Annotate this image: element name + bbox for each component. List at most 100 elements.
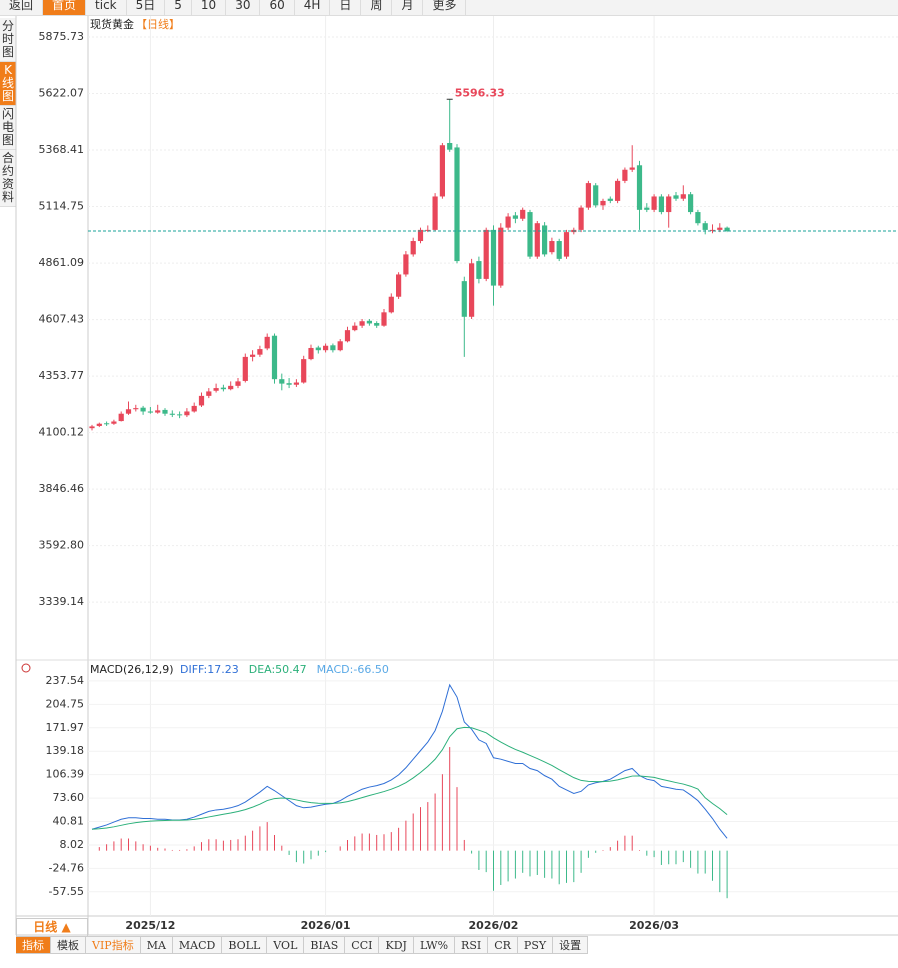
toolbar-button[interactable]: 5日 (127, 0, 166, 15)
side-tab[interactable]: K线图 (0, 62, 16, 106)
candle-body (191, 405, 197, 412)
indicator-tab[interactable]: KDJ (379, 936, 414, 954)
toolbar-button[interactable]: 返回 (0, 0, 44, 15)
indicator-tab[interactable]: LW% (413, 936, 456, 954)
toolbar-button[interactable]: 更多 (423, 0, 467, 15)
candle-body (308, 347, 314, 360)
candle-body (607, 198, 613, 201)
toolbar-button[interactable]: 周 (361, 0, 393, 15)
candle-body (498, 227, 504, 286)
toolbar-button[interactable]: 首页 (43, 0, 87, 15)
side-tab[interactable]: 闪电图 (0, 106, 16, 150)
candle-body (147, 411, 153, 413)
y-tick-label: 3339.14 (39, 595, 85, 608)
candle-body (490, 229, 497, 286)
indicator-tab[interactable]: 指标 (16, 936, 51, 954)
y-tick-label: 4607.43 (39, 313, 85, 326)
candle-body (257, 349, 263, 355)
candle-body (600, 200, 606, 206)
candle-body (111, 421, 117, 424)
candle-body (140, 407, 146, 412)
indicator-tab[interactable]: MA (140, 936, 173, 954)
candle-body (454, 147, 460, 262)
candle-body (184, 411, 190, 416)
y-tick-label: 5875.73 (39, 30, 85, 43)
candle-body (337, 341, 343, 351)
toolbar-button[interactable]: 日 (330, 0, 362, 15)
candle-body (118, 413, 124, 422)
legend-entry: DIFF:17.23 (180, 663, 239, 676)
side-tab[interactable]: 分时图 (0, 18, 16, 62)
candle-body (563, 232, 570, 257)
candle-body (125, 409, 132, 414)
toolbar-button[interactable]: tick (86, 0, 127, 15)
toolbar-button[interactable]: 4H (295, 0, 331, 15)
candle-body (578, 207, 584, 230)
y-tick-label: 5622.07 (39, 87, 85, 100)
toolbar-button[interactable]: 60 (260, 0, 295, 15)
candle-body (724, 227, 730, 232)
y-tick-label: 4353.77 (39, 369, 85, 382)
candle-body (279, 379, 285, 384)
legend-entry: DEA:50.47 (249, 663, 307, 676)
indicator-tab[interactable]: 设置 (553, 936, 589, 954)
side-tab[interactable]: 合约资料 (0, 150, 16, 207)
indicator-tab[interactable]: 模板 (51, 936, 86, 954)
candle-body (198, 395, 205, 406)
candle-body (374, 323, 380, 326)
toolbar-button[interactable]: 30 (226, 0, 261, 15)
candle-body (352, 325, 358, 331)
settings-icon (21, 663, 31, 673)
candle-body (410, 241, 416, 255)
candle-body (432, 196, 438, 230)
indicator-tab[interactable]: VOL (267, 936, 305, 954)
candle-body (658, 196, 664, 213)
candle-body (381, 312, 387, 326)
candle-body (717, 227, 723, 230)
candle-body (593, 185, 599, 206)
y-tick-label: -57.55 (49, 885, 84, 898)
indicator-tab[interactable]: RSI (455, 936, 489, 954)
y-tick-label: 3592.80 (39, 539, 85, 552)
chart-title: MACD(26,12,9) (90, 663, 174, 676)
y-tick-label: 171.97 (46, 721, 85, 734)
candle-body (286, 383, 292, 385)
indicator-tab[interactable]: BIAS (304, 936, 346, 954)
candle-body (155, 410, 161, 413)
candle-body (695, 212, 701, 224)
x-tick-label: 2025/12 (125, 919, 175, 932)
candle-body (542, 225, 548, 255)
candle-body (293, 382, 299, 385)
indicator-tab[interactable]: CCI (345, 936, 380, 954)
candle-body (359, 321, 365, 326)
candle-body (709, 229, 716, 231)
candle-body (615, 180, 621, 201)
chart-subtitle: 【日线】 (136, 17, 180, 31)
y-tick-label: 204.75 (46, 697, 85, 710)
candle-body (213, 388, 219, 391)
indicator-tab[interactable]: VIP指标 (86, 936, 141, 954)
candle-body (549, 241, 555, 253)
indicator-tab[interactable]: BOLL (222, 936, 268, 954)
y-tick-label: 5368.41 (39, 143, 85, 156)
toolbar-button[interactable]: 月 (392, 0, 424, 15)
y-tick-label: 4861.09 (39, 256, 85, 269)
indicator-tab[interactable]: MACD (172, 936, 223, 954)
candle-body (344, 330, 351, 342)
candle-body (89, 426, 95, 429)
toolbar-button[interactable]: 5 (165, 0, 192, 15)
toolbar-button[interactable]: 10 (192, 0, 227, 15)
y-tick-label: 4100.12 (39, 426, 85, 439)
legend-entry: MACD:-66.50 (317, 663, 389, 676)
candle-body (476, 261, 482, 279)
y-tick-label: 106.39 (46, 768, 85, 781)
indicator-tab[interactable]: PSY (517, 936, 554, 954)
candle-body (702, 223, 708, 230)
candle-body (396, 274, 402, 297)
indicator-tab[interactable]: CR (488, 936, 518, 954)
candle-body (228, 385, 234, 390)
candle-body (439, 145, 445, 197)
candle-body (242, 356, 248, 381)
